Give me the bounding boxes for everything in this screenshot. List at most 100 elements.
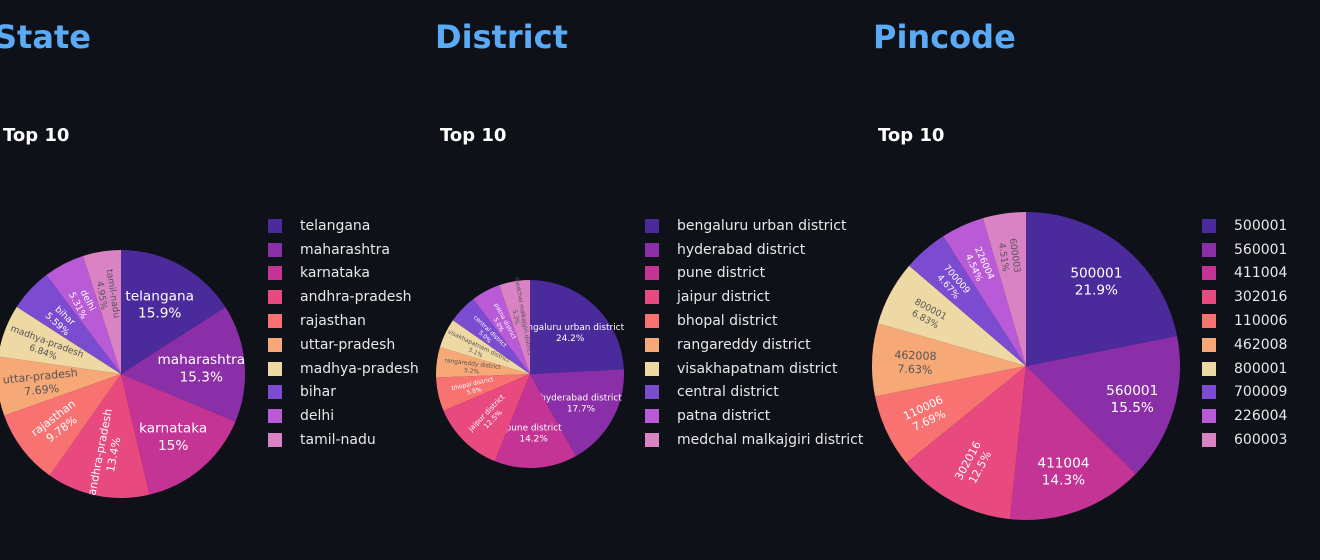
state-pie-chart[interactable]: telangana 15.9% maharashtra 15.3% karnataka 1… [0,0,430,560]
legend-label: 411004 [1234,265,1288,282]
pie-slice-telangana[interactable] [121,250,226,374]
pie-slice-visakhapatnam-district[interactable] [439,320,530,374]
pie-slice-pune-district[interactable] [494,374,576,468]
pie-slice-hyderabad-district[interactable] [530,369,624,457]
pincode-pie-chart[interactable]: 500001 21.9% 560001 15.5% 411004 14.3% 302016 1… [870,0,1320,560]
pie-slice-delhi[interactable] [46,255,121,374]
legend-label: telangana [300,217,371,234]
pie-slice-andhra-pradesh[interactable] [49,374,150,498]
legend-item-telangana[interactable]: telangana [268,214,419,238]
legend-swatch [1202,266,1216,281]
legend-swatch [268,290,282,305]
legend-item-central-district[interactable]: central district [645,381,863,405]
legend-item-500001[interactable]: 500001 [1202,214,1287,238]
pie-slice-tamil-nadu[interactable] [82,250,121,374]
pie-slice-411004[interactable] [1009,366,1136,520]
legend-swatch [645,385,659,400]
pie-slice-karnataka[interactable] [121,374,236,495]
legend-label: bihar [300,384,336,401]
slice-label-600003: 6000034.51% [995,238,1021,276]
legend-label: patna district [677,408,771,425]
legend-item-bihar[interactable]: bihar [268,381,419,405]
legend-item-jaipur-district[interactable]: jaipur district [645,285,863,309]
pie-slice-central-district[interactable] [452,299,530,374]
legend-item-600003[interactable]: 600003 [1202,428,1287,452]
state-title: State [0,18,91,56]
pie-slice-800001[interactable] [878,265,1026,366]
legend-item-patna-district[interactable]: patna district [645,404,863,428]
legend-item-rajasthan[interactable]: rajasthan [268,309,419,333]
pie-slice-bihar[interactable] [16,275,122,374]
legend-swatch [268,314,282,329]
legend-item-pune-district[interactable]: pune district [645,262,863,286]
legend-label: medchal malkajgiri district [677,432,864,449]
slice-label-karnataka: karnataka 15% [139,421,207,454]
pie-slice-110006[interactable] [875,366,1026,464]
legend-item-hyderabad-district[interactable]: hyderabad district [645,238,863,262]
legend-item-medchal-malkajgiri-district[interactable]: medchal malkajgiri district [645,428,863,452]
pie-slice-bhopal-district[interactable] [436,374,530,411]
state-panel: State Top 10 telangana 15.9% maharashtra 15… [0,0,430,560]
district-panel: District Top 10 bengaluru urban district… [430,0,870,560]
legend-label: 302016 [1234,289,1288,306]
legend-item-800001[interactable]: 800001 [1202,357,1287,381]
legend-swatch [645,290,659,305]
legend-item-madhya-pradesh[interactable]: madhya-pradesh [268,357,419,381]
legend-item-226004[interactable]: 226004 [1202,404,1287,428]
pie-slice-jaipur-district[interactable] [443,374,530,462]
legend-item-tamil-nadu[interactable]: tamil-nadu [268,428,419,452]
legend-swatch [1202,361,1216,376]
legend-label: andhra-pradesh [300,289,412,306]
legend-item-karnataka[interactable]: karnataka [268,262,419,286]
legend-swatch [645,433,659,448]
pie-slice-madhya-pradesh[interactable] [0,306,121,374]
pie-slice-700009[interactable] [909,236,1026,366]
pie-slice-bengaluru-urban-district[interactable] [530,280,624,374]
legend-swatch [1202,242,1216,257]
pie-slice-560001[interactable] [1026,336,1180,475]
pie-slice-rangareddy-district[interactable] [436,347,530,378]
legend-swatch [1202,290,1216,305]
pie-slice-medchal-malkajgiri-district[interactable] [499,280,530,374]
legend-item-delhi[interactable]: delhi [268,404,419,428]
legend-swatch [1202,385,1216,400]
legend-swatch [645,218,659,233]
legend-swatch [268,266,282,281]
legend-label: jaipur district [677,289,770,306]
pie-slice-rajasthan[interactable] [4,374,122,476]
pie-slice-226004[interactable] [943,218,1026,366]
district-pie-chart[interactable]: bengaluru urban district 24.2% hyderabad d… [430,0,870,560]
pie-slice-uttar-pradesh[interactable] [0,356,121,416]
legend-swatch [268,409,282,424]
legend-item-andhra-pradesh[interactable]: andhra-pradesh [268,285,419,309]
legend-item-visakhapatnam-district[interactable]: visakhapatnam district [645,357,863,381]
legend-item-bhopal-district[interactable]: bhopal district [645,309,863,333]
legend-swatch [1202,433,1216,448]
legend-item-560001[interactable]: 560001 [1202,238,1287,262]
legend-swatch [645,242,659,257]
pie-slice-maharashtra[interactable] [121,307,245,422]
pie-slice-600003[interactable] [982,212,1026,366]
pincode-panel: Pincode Top 10 500001 21.9% 560001 15.5% 411… [870,0,1320,560]
legend-item-700009[interactable]: 700009 [1202,381,1287,405]
legend-label: 110006 [1234,313,1288,330]
legend-item-maharashtra[interactable]: maharashtra [268,238,419,262]
legend-item-462008[interactable]: 462008 [1202,333,1287,357]
legend-item-bengaluru-urban-district[interactable]: bengaluru urban district [645,214,863,238]
legend-item-uttar-pradesh[interactable]: uttar-pradesh [268,333,419,357]
legend-item-411004[interactable]: 411004 [1202,262,1287,286]
pie-slice-patna-district[interactable] [473,285,530,374]
legend-item-302016[interactable]: 302016 [1202,285,1287,309]
pie-slice-500001[interactable] [1026,212,1178,366]
pie-slice-302016[interactable] [906,366,1026,520]
slice-label-411004: 411004 14.3% [1037,456,1089,489]
legend-label: 560001 [1234,241,1288,258]
legend-item-110006[interactable]: 110006 [1202,309,1287,333]
legend-item-rangareddy-district[interactable]: rangareddy district [645,333,863,357]
slice-label-462008: 4620087.63% [894,348,937,377]
legend-label: 226004 [1234,408,1288,425]
slice-label-maharashtra: maharashtra 15.3% [157,352,245,385]
pie-slice-462008[interactable] [872,323,1026,397]
slice-label-bengaluru-urban-district: bengaluru urban district 24.2% [516,323,624,344]
legend-label: rangareddy district [677,336,811,353]
